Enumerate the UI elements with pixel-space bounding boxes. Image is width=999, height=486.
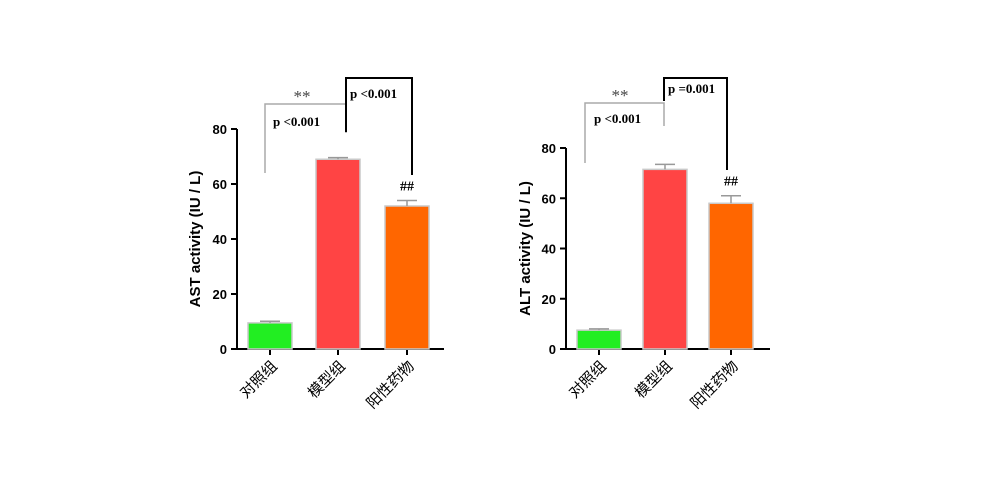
y-tick-label: 40 — [213, 232, 227, 247]
p-value-label: p <0.001 — [273, 114, 320, 129]
category-label: 对照组 — [565, 357, 610, 402]
hash-marker: ## — [400, 180, 414, 195]
significance-stars: ** — [294, 87, 311, 106]
bar — [708, 202, 754, 350]
significance-bracket — [345, 77, 413, 175]
significance-bracket — [584, 102, 665, 163]
y-tick-label: 0 — [549, 342, 556, 357]
y-tick-label: 0 — [220, 342, 227, 357]
y-axis-title: AST activity (IU / L) — [187, 171, 204, 308]
bar — [247, 322, 293, 350]
y-tick-label: 80 — [542, 141, 556, 156]
bar — [576, 329, 622, 350]
significance-stars: ** — [612, 86, 629, 105]
y-tick-label: 80 — [213, 122, 227, 137]
category-label: 阳性药物 — [363, 357, 418, 412]
category-label: 阳性药物 — [687, 357, 742, 412]
y-axis-title: ALT activity (IU / L) — [517, 181, 534, 316]
category-label: 模型组 — [304, 357, 349, 402]
p-value-label: p <0.001 — [594, 111, 641, 126]
y-tick-label: 60 — [542, 191, 556, 206]
significance-bracket — [663, 77, 728, 170]
bar — [315, 158, 361, 350]
hash-marker: ## — [724, 175, 738, 190]
p-value-label: p =0.001 — [668, 81, 715, 96]
y-tick-label: 20 — [542, 292, 556, 307]
chart-alt: 0 20 40 60 80 ALT activity (IU / L) 对照组 模型组 阳性药物… — [517, 77, 770, 412]
bar — [384, 205, 430, 350]
y-tick-label: 40 — [542, 242, 556, 257]
bar — [642, 168, 688, 350]
y-tick-label: 60 — [213, 177, 227, 192]
category-label: 对照组 — [236, 357, 281, 402]
p-value-label: p <0.001 — [350, 86, 397, 101]
chart-ast: 0 20 40 60 80 AST activity (IU / L) 对照组 模型组 阳性药物… — [187, 77, 444, 412]
category-label: 模型组 — [631, 357, 676, 402]
y-tick-label: 20 — [213, 287, 227, 302]
